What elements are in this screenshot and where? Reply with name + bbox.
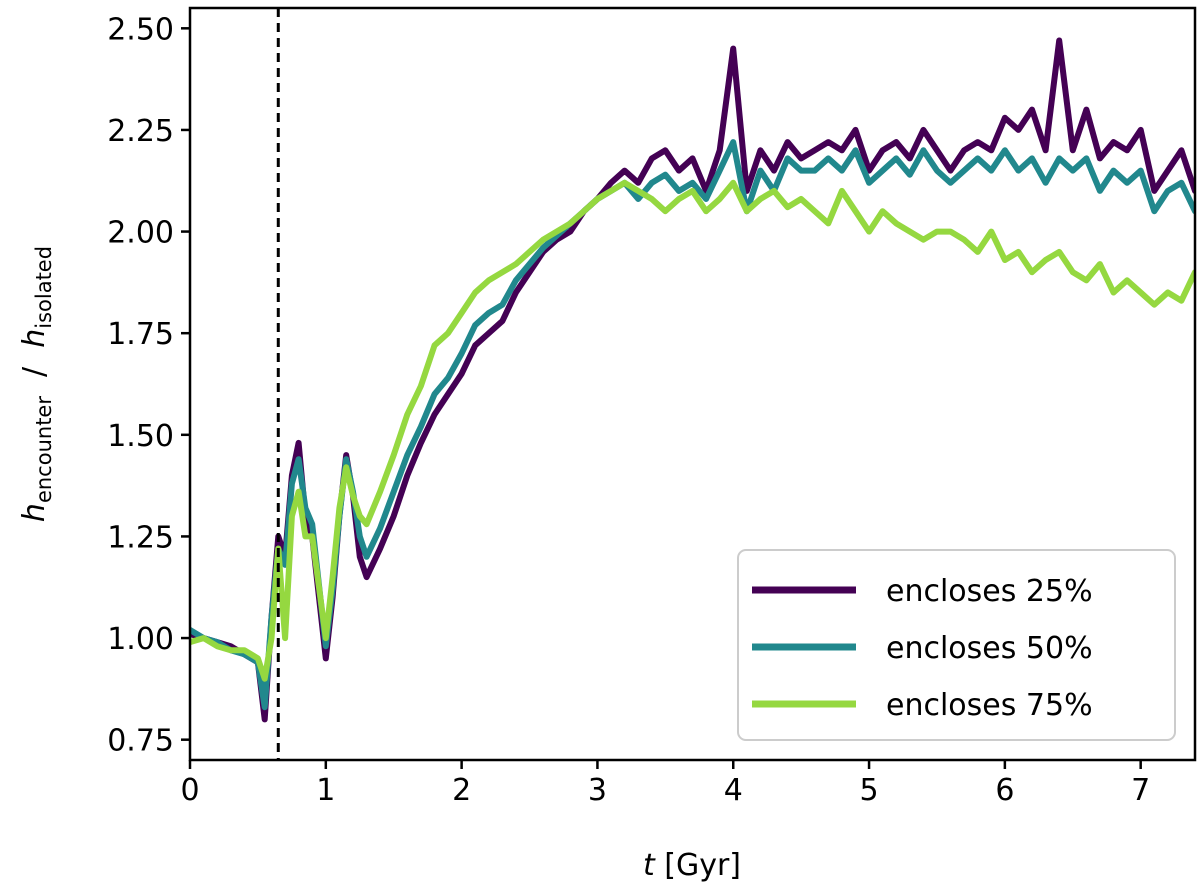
y-axis-ticks: 0.75 1.00 1.25 1.50 1.75 2.00 2.25 2.50 bbox=[107, 12, 190, 759]
x-tick-label: 6 bbox=[995, 773, 1014, 808]
y-tick-label: 1.75 bbox=[107, 317, 174, 352]
x-tick-label: 2 bbox=[452, 773, 471, 808]
x-tick-label: 4 bbox=[724, 773, 743, 808]
y-tick-label: 1.50 bbox=[107, 419, 174, 454]
y-axis-numerator-subscript: encounter bbox=[32, 396, 56, 503]
series-layer bbox=[190, 37, 1195, 723]
y-tick-label: 2.25 bbox=[107, 114, 174, 149]
x-axis-label: t [Gyr] bbox=[643, 848, 741, 883]
y-tick-label: 2.00 bbox=[107, 216, 174, 251]
y-axis-separator: / bbox=[17, 348, 52, 396]
legend-label-2: encloses 50% bbox=[886, 631, 1093, 666]
x-tick-label: 7 bbox=[1131, 773, 1150, 808]
legend-box bbox=[737, 549, 1176, 741]
series-line-3 bbox=[190, 179, 1195, 682]
x-tick-label: 0 bbox=[180, 773, 199, 808]
y-tick-label: 1.00 bbox=[107, 622, 174, 657]
y-axis-denominator-variable: h bbox=[17, 329, 52, 348]
x-tick-label: 1 bbox=[316, 773, 335, 808]
legend: encloses 25% encloses 50% encloses 75% bbox=[737, 549, 1176, 741]
y-tick-label: 1.25 bbox=[107, 520, 174, 555]
y-axis-label: hencounter / hisolated bbox=[17, 246, 56, 522]
y-axis-numerator-variable: h bbox=[17, 503, 52, 522]
x-axis-unit: [Gyr] bbox=[655, 848, 741, 883]
x-tick-label: 3 bbox=[588, 773, 607, 808]
plot-frame bbox=[188, 6, 1197, 762]
y-axis-denominator-subscript: isolated bbox=[32, 246, 56, 329]
x-axis-ticks: 0 1 2 3 4 5 6 7 bbox=[180, 760, 1150, 808]
y-tick-label: 0.75 bbox=[107, 724, 174, 759]
y-tick-label: 2.50 bbox=[107, 12, 174, 47]
x-axis-variable: t bbox=[643, 848, 656, 883]
x-tick-label: 5 bbox=[860, 773, 879, 808]
legend-label-3: encloses 75% bbox=[886, 688, 1093, 723]
legend-label-1: encloses 25% bbox=[886, 574, 1093, 609]
